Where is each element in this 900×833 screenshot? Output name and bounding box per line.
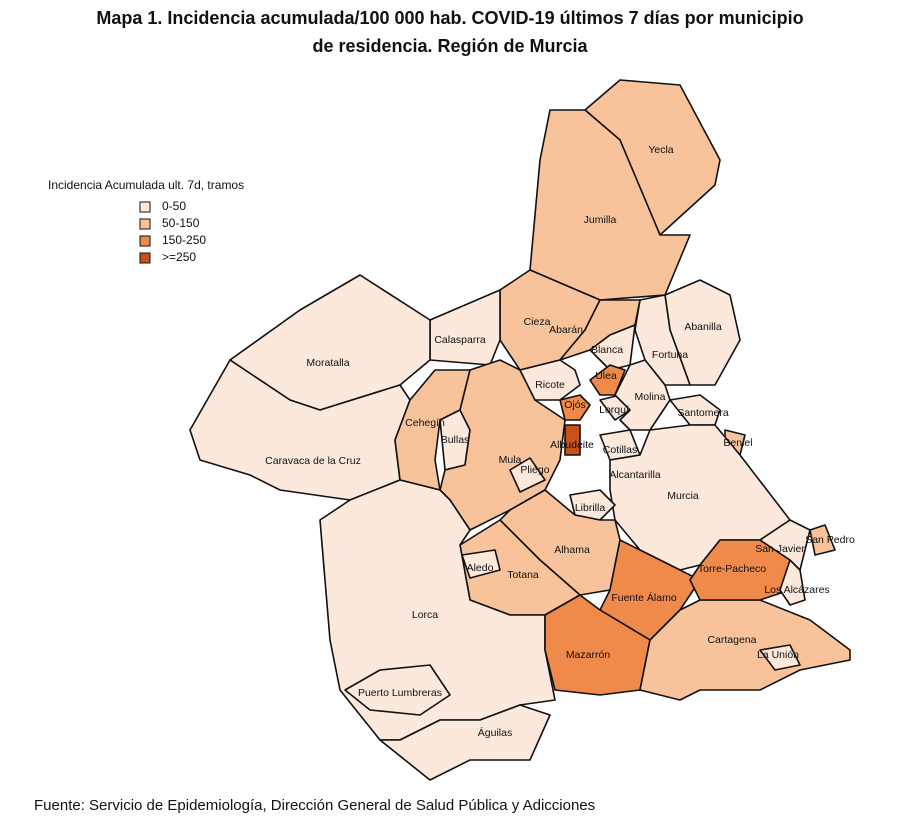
- legend-label: 150-250: [162, 233, 206, 247]
- municipality: [669, 394, 721, 426]
- municipality: [519, 359, 581, 401]
- municipality-label: Librilla: [575, 502, 606, 514]
- municipality-label: Caravaca de la Cruz: [265, 455, 361, 467]
- municipality: [759, 519, 811, 571]
- municipality: [564, 424, 581, 456]
- municipality-label: San Pedro: [805, 534, 855, 546]
- municipality: [461, 549, 501, 579]
- municipality-label: Torre-Pacheco: [698, 563, 766, 575]
- municipality-label: La Unión: [757, 649, 799, 661]
- municipality-label: Lorca: [412, 609, 438, 621]
- legend-swatch: [139, 252, 151, 264]
- municipality-label: Jumilla: [584, 214, 617, 226]
- municipality-label: Fortuna: [652, 349, 688, 361]
- legend-label: 0-50: [162, 199, 186, 213]
- municipality: [559, 394, 591, 421]
- municipality-label: Totana: [507, 569, 539, 581]
- municipality: [759, 644, 801, 671]
- legend: 0-50 50-150 150-250 >=250: [139, 199, 206, 264]
- municipality: [529, 109, 691, 301]
- municipality-label: Mula: [499, 454, 522, 466]
- municipality-label: Cotillas: [603, 444, 637, 456]
- municipality-label: Molina: [635, 391, 666, 403]
- municipality-label: Águilas: [478, 726, 512, 739]
- municipality: [429, 289, 501, 366]
- municipality-label: Murcia: [667, 490, 699, 502]
- municipality-label: Ulea: [595, 370, 617, 382]
- legend-label: 50-150: [162, 216, 200, 230]
- legend-label: >=250: [162, 250, 196, 264]
- municipality-label: Bullas: [441, 434, 470, 446]
- legend-swatch: [139, 218, 151, 230]
- municipality: [634, 294, 691, 386]
- municipality: [344, 664, 451, 716]
- municipality-label: Alhama: [554, 544, 590, 556]
- municipality-label: Cehegín: [405, 417, 445, 429]
- municipality-label: Cartagena: [707, 634, 756, 646]
- municipality-layer: [189, 79, 851, 781]
- municipality-label: Ojós: [564, 399, 586, 411]
- municipality: [779, 559, 806, 606]
- municipality: [569, 489, 616, 521]
- municipality-label: Beniel: [723, 437, 752, 449]
- map-title: de residencia. Región de Murcia: [312, 36, 588, 56]
- municipality-label: Cieza: [524, 316, 551, 328]
- municipality: [394, 369, 471, 491]
- municipality-label: Aledo: [467, 562, 494, 574]
- municipality-label: Pliego: [520, 464, 549, 476]
- municipality-label: San Javier: [755, 543, 805, 555]
- municipality-label: Abarán: [549, 324, 583, 336]
- municipality-label: Abanilla: [684, 321, 722, 333]
- municipality: [614, 359, 671, 431]
- municipality-label: Ricote: [535, 379, 565, 391]
- municipality-label: Blanca: [591, 344, 623, 356]
- municipality-label: Albudeite: [550, 439, 594, 451]
- municipality-label: Calasparra: [434, 334, 486, 346]
- legend-title: Incidencia Acumulada ult. 7d, tramos: [48, 178, 244, 192]
- municipality: [379, 704, 551, 781]
- municipality-label: Lorquí: [599, 404, 629, 416]
- source-note: Fuente: Servicio de Epidemiología, Direc…: [34, 797, 595, 814]
- map-title: Mapa 1. Incidencia acumulada/100 000 hab…: [96, 8, 803, 28]
- municipality-label: Fuente Álamo: [611, 591, 677, 604]
- legend-swatch: [139, 235, 151, 247]
- municipality-label: Moratalla: [306, 357, 349, 369]
- municipality-label: Puerto Lumbreras: [358, 687, 442, 699]
- municipality-label: Santomera: [677, 407, 729, 419]
- municipality: [809, 524, 836, 556]
- municipality-label: Yecla: [648, 144, 673, 156]
- municipality: [509, 457, 546, 493]
- municipality: [589, 364, 626, 396]
- municipality-label: Mazarrón: [566, 649, 611, 661]
- legend-swatch: [139, 201, 151, 213]
- municipality-label: Los Alcázares: [764, 584, 829, 596]
- municipality-label: Alcantarilla: [609, 469, 661, 481]
